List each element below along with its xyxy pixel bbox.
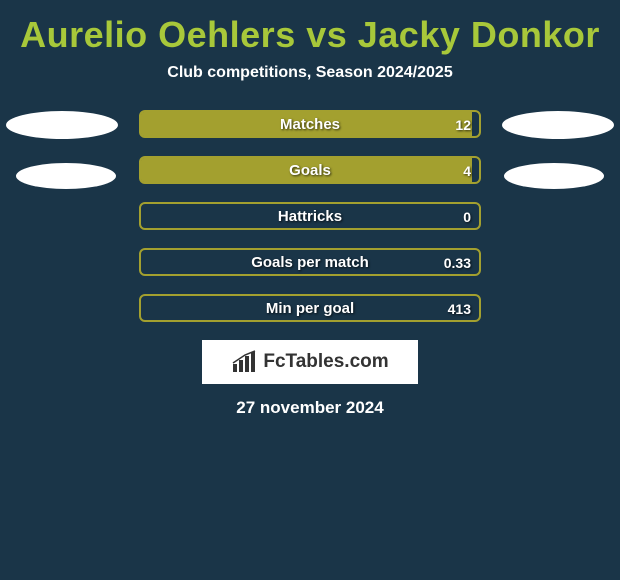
stat-label: Matches — [141, 112, 479, 138]
subtitle: Club competitions, Season 2024/2025 — [0, 64, 620, 82]
stat-label: Hattricks — [141, 204, 479, 230]
stat-bars: Matches 12 Goals 4 Hattricks 0 Goals per… — [139, 110, 481, 322]
stat-value: 0 — [463, 204, 471, 230]
logo-box[interactable]: FcTables.com — [202, 340, 418, 384]
stat-label: Min per goal — [141, 296, 479, 322]
stat-bar-min-per-goal: Min per goal 413 — [139, 294, 481, 322]
stat-bar-goals: Goals 4 — [139, 156, 481, 184]
stat-value: 4 — [463, 158, 471, 184]
stat-value: 12 — [455, 112, 471, 138]
logo-text: FcTables.com — [263, 351, 388, 373]
stat-bar-matches: Matches 12 — [139, 110, 481, 138]
date: 27 november 2024 — [0, 398, 620, 418]
player-right-ellipse-1 — [502, 111, 614, 139]
stat-value: 0.33 — [444, 250, 471, 276]
stat-bar-hattricks: Hattricks 0 — [139, 202, 481, 230]
player-left-ellipse-1 — [6, 111, 118, 139]
stat-label: Goals — [141, 158, 479, 184]
stat-area: Matches 12 Goals 4 Hattricks 0 Goals per… — [0, 110, 620, 322]
player-left-ellipse-2 — [16, 163, 116, 189]
stat-bar-goals-per-match: Goals per match 0.33 — [139, 248, 481, 276]
player-right-ellipse-2 — [504, 163, 604, 189]
bar-chart-icon — [231, 350, 259, 374]
stat-value: 413 — [448, 296, 471, 322]
comparison-card: Aurelio Oehlers vs Jacky Donkor Club com… — [0, 14, 620, 418]
stat-label: Goals per match — [141, 250, 479, 276]
page-title: Aurelio Oehlers vs Jacky Donkor — [0, 14, 620, 56]
